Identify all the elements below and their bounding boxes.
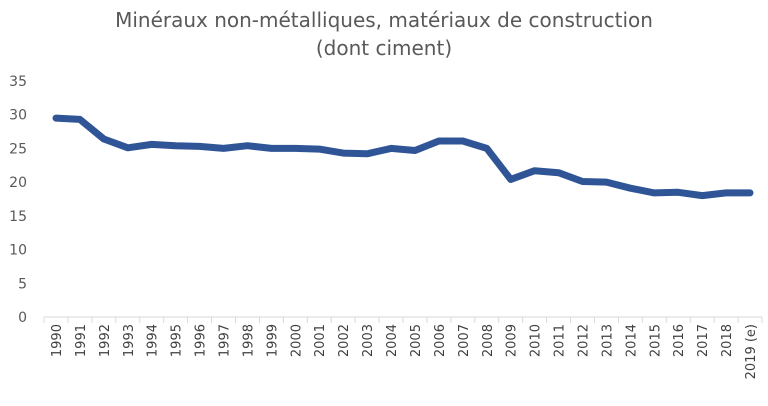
x-tick-label: 2015 (648, 324, 663, 357)
data-point (52, 115, 59, 122)
data-point (483, 145, 490, 152)
x-tick-label: 2014 (624, 324, 639, 357)
data-point (340, 150, 347, 157)
data-point (268, 145, 275, 152)
x-tick-label: 2009 (505, 324, 520, 357)
x-tick-label: 2003 (361, 324, 376, 357)
data-point (507, 176, 514, 183)
data-point (579, 178, 586, 185)
x-tick-label: 2008 (481, 324, 496, 357)
x-tick-label: 2013 (600, 324, 615, 357)
x-tick-label: 2012 (577, 324, 592, 357)
y-tick-label: 15 (9, 209, 27, 225)
x-tick-label: 1998 (241, 324, 256, 357)
x-tick-label: 1994 (146, 324, 161, 357)
x-tick-label: 2019 (e) (744, 324, 759, 379)
y-tick-label: 20 (9, 175, 27, 191)
chart-title-line-2: (dont ciment) (315, 36, 453, 60)
data-point (364, 150, 371, 157)
data-point (555, 169, 562, 176)
data-point (411, 147, 418, 154)
x-tick-label: 2010 (529, 324, 544, 357)
y-tick-label: 35 (9, 74, 27, 90)
y-tick-label: 25 (9, 141, 27, 157)
data-point (627, 185, 634, 192)
data-point (388, 145, 395, 152)
data-point (651, 189, 658, 196)
data-point (531, 167, 538, 174)
y-tick-label: 10 (9, 243, 27, 259)
data-point (699, 192, 706, 199)
chart-title-line-1: Minéraux non-métalliques, matériaux de c… (115, 8, 653, 32)
x-tick-label: 2016 (672, 324, 687, 357)
x-tick-label: 1992 (98, 324, 113, 357)
data-point (292, 145, 299, 152)
x-tick-label: 1990 (50, 324, 65, 357)
x-tick-label: 2004 (385, 324, 400, 357)
x-tick-label: 2006 (433, 324, 448, 357)
data-point (459, 138, 466, 145)
data-point (435, 138, 442, 145)
x-tick-label: 2017 (696, 324, 711, 357)
data-point (196, 143, 203, 150)
data-point (172, 142, 179, 149)
chart-title: Minéraux non-métalliques, matériaux de c… (0, 6, 768, 62)
x-tick-label: 2005 (409, 324, 424, 357)
x-tick-label: 1999 (265, 324, 280, 357)
data-point (100, 135, 107, 142)
data-point (124, 144, 131, 151)
data-point (723, 189, 730, 196)
x-tick-label: 2007 (457, 324, 472, 357)
data-point (316, 146, 323, 153)
data-point (76, 116, 83, 123)
x-tick-label: 1991 (74, 324, 89, 357)
x-tick-label: 2011 (553, 324, 568, 357)
data-point (675, 189, 682, 196)
data-point (148, 141, 155, 148)
data-point (220, 145, 227, 152)
x-tick-label: 1996 (194, 324, 209, 357)
data-point (747, 189, 754, 196)
x-tick-label: 1997 (218, 324, 233, 357)
series-line (52, 114, 754, 200)
data-point (244, 142, 251, 149)
x-tick-label: 2002 (337, 324, 352, 357)
x-tick-label: 1993 (122, 324, 137, 357)
x-tick-label: 2018 (720, 324, 735, 357)
x-tick-label: 2000 (289, 324, 304, 357)
y-tick-label: 0 (18, 310, 27, 326)
x-tick-label: 1995 (170, 324, 185, 357)
y-tick-label: 30 (9, 108, 27, 124)
data-point (603, 179, 610, 186)
y-tick-label: 5 (18, 276, 27, 292)
x-tick-label: 2001 (313, 324, 328, 357)
